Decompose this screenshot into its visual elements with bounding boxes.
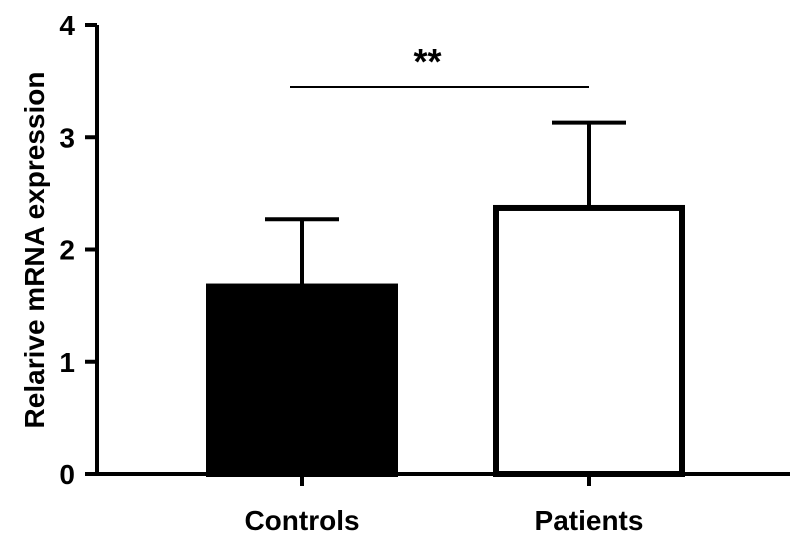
y-tick-label: 0 bbox=[59, 459, 75, 490]
y-tick-label: 3 bbox=[59, 122, 75, 153]
y-axis: 0 1 2 3 4 bbox=[59, 10, 99, 490]
y-tick-label: 4 bbox=[59, 10, 75, 41]
x-axis: Controls Patients bbox=[95, 472, 790, 536]
significance-annotation: ** bbox=[290, 41, 589, 88]
y-tick-label: 1 bbox=[59, 347, 75, 378]
x-tick-label-controls: Controls bbox=[244, 505, 359, 536]
bar-controls bbox=[206, 283, 398, 478]
significance-label: ** bbox=[413, 41, 441, 82]
y-axis-title: Relarive mRNA expression bbox=[19, 72, 50, 429]
bar-patients bbox=[493, 204, 685, 477]
x-tick-label-patients: Patients bbox=[535, 505, 644, 536]
y-tick-label: 2 bbox=[59, 235, 75, 266]
bars bbox=[206, 120, 685, 478]
